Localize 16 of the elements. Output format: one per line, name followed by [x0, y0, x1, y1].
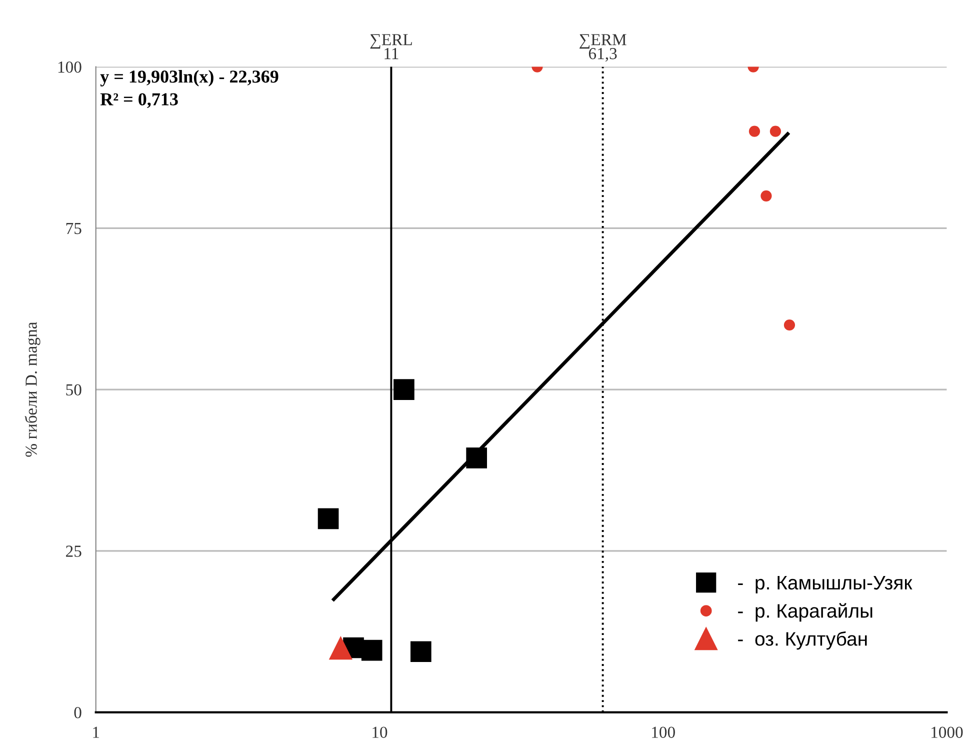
y-tick-label: 25: [66, 546, 82, 557]
legend-label: - р. Камышлы-Узяк: [738, 576, 912, 594]
y-tick-label: 0: [74, 707, 82, 718]
x-tick-label: 1: [93, 726, 100, 738]
annotation: y = 19,903ln(x) - 22,369 R² = 0,713: [100, 70, 278, 108]
y-axis-title: % гибели D. magna: [24, 322, 40, 457]
y-tick-label: 50: [66, 384, 82, 396]
x-tick-label: 10: [372, 726, 388, 738]
legend-label: - оз. Култубан: [738, 631, 867, 650]
x-tick-label: 1000: [932, 726, 963, 738]
x-tick-label: 100: [652, 726, 675, 738]
y-tick-label: 100: [58, 61, 82, 73]
ref-line-label: ∑ERM 61,3: [580, 34, 626, 62]
y-tick-label: 75: [66, 223, 82, 234]
ref-line-label: ∑ERL 11: [370, 34, 412, 60]
legend-label: - р. Карагайлы: [738, 603, 872, 622]
